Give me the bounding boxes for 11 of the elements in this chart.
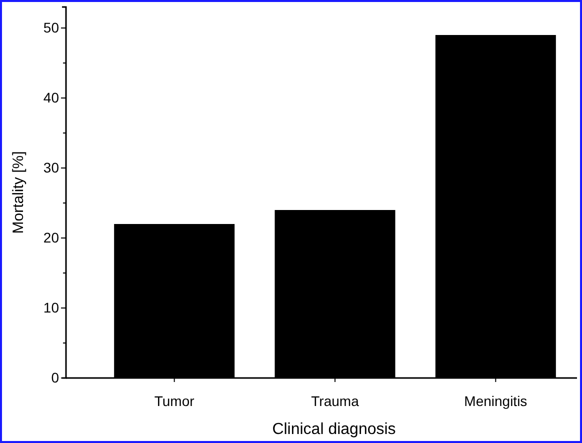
- x-tick-label: Meningitis: [464, 392, 528, 409]
- y-tick-label: 30: [43, 159, 60, 176]
- x-tick-label: Trauma: [311, 392, 360, 409]
- y-tick-label: 20: [43, 229, 60, 246]
- y-tick-label: 40: [43, 89, 60, 106]
- y-tick-label: 50: [43, 19, 60, 36]
- y-axis-title: Mortality [%]: [10, 151, 27, 234]
- y-tick-label: 0: [51, 369, 60, 386]
- x-axis-title: Clinical diagnosis: [272, 421, 396, 438]
- y-tick-label: 10: [43, 299, 60, 316]
- x-tick-label: Tumor: [154, 392, 195, 409]
